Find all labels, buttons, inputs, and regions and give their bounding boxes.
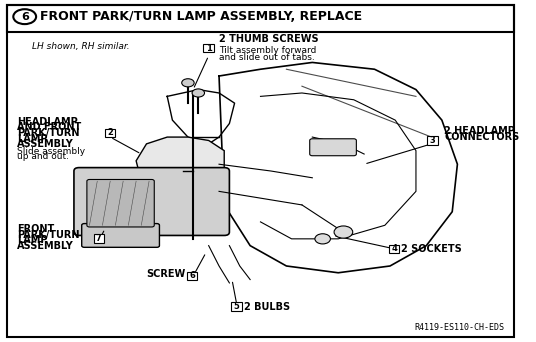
Text: 3: 3 — [430, 136, 435, 145]
Text: FRONT PARK/TURN LAMP ASSEMBLY, REPLACE: FRONT PARK/TURN LAMP ASSEMBLY, REPLACE — [40, 10, 362, 23]
Text: LH shown, RH similar.: LH shown, RH similar. — [33, 42, 130, 51]
Circle shape — [334, 226, 353, 238]
Text: PARK/TURN: PARK/TURN — [17, 229, 79, 239]
Text: SCREW: SCREW — [146, 269, 185, 279]
Polygon shape — [136, 137, 224, 198]
Text: ASSEMBLY: ASSEMBLY — [17, 139, 73, 149]
Circle shape — [182, 79, 194, 87]
FancyBboxPatch shape — [94, 234, 104, 243]
FancyBboxPatch shape — [389, 245, 399, 253]
Text: HEADLAMP: HEADLAMP — [17, 117, 78, 127]
Text: Tilt assembly forward: Tilt assembly forward — [219, 46, 316, 55]
Text: 6: 6 — [189, 272, 195, 280]
FancyBboxPatch shape — [105, 129, 115, 137]
FancyBboxPatch shape — [204, 44, 214, 52]
Text: 2 SOCKETS: 2 SOCKETS — [401, 244, 462, 254]
FancyBboxPatch shape — [232, 302, 242, 311]
FancyBboxPatch shape — [74, 168, 229, 235]
Bar — [6, 5, 515, 32]
Text: and slide out of tabs.: and slide out of tabs. — [219, 53, 315, 62]
Text: R4119-ES110-CH-EDS: R4119-ES110-CH-EDS — [414, 323, 504, 332]
Text: Slide assembly: Slide assembly — [17, 147, 85, 156]
Circle shape — [192, 89, 205, 97]
Text: LAMP: LAMP — [17, 235, 47, 245]
Text: 4: 4 — [391, 244, 397, 253]
Text: 2 BULBS: 2 BULBS — [244, 302, 290, 312]
Text: FRONT: FRONT — [17, 224, 54, 234]
FancyBboxPatch shape — [81, 224, 159, 247]
Text: 6: 6 — [21, 12, 28, 22]
Text: 2: 2 — [107, 128, 113, 137]
Text: PARK/TURN: PARK/TURN — [17, 128, 79, 138]
FancyBboxPatch shape — [187, 272, 197, 280]
FancyBboxPatch shape — [87, 180, 154, 227]
FancyBboxPatch shape — [427, 136, 438, 145]
Text: LAMP: LAMP — [17, 133, 47, 144]
Text: ASSEMBLY: ASSEMBLY — [17, 241, 73, 251]
Text: 2 HEADLAMP: 2 HEADLAMP — [444, 127, 515, 136]
Circle shape — [13, 9, 36, 24]
FancyBboxPatch shape — [310, 139, 356, 156]
Circle shape — [315, 234, 331, 244]
Text: 5: 5 — [234, 302, 240, 311]
Text: up and out.: up and out. — [17, 152, 69, 161]
Text: 7: 7 — [96, 234, 102, 243]
Text: AND FRONT: AND FRONT — [17, 122, 81, 132]
Text: CONNECTORS: CONNECTORS — [444, 132, 520, 142]
Text: 1: 1 — [206, 43, 212, 53]
Text: 2 THUMB SCREWS: 2 THUMB SCREWS — [219, 34, 319, 44]
